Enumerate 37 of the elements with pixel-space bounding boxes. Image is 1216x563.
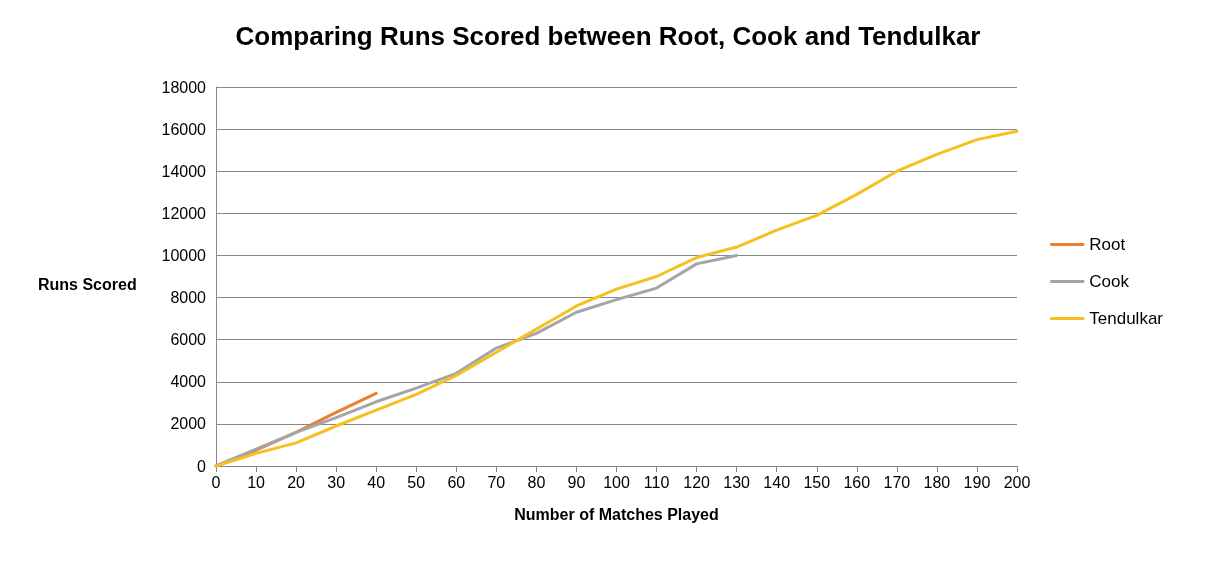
x-tick-label: 40 <box>367 473 386 491</box>
x-tick-label: 60 <box>447 473 466 491</box>
x-tick-label: 10 <box>247 473 266 491</box>
y-tick-label: 18000 <box>161 78 207 96</box>
legend-label: Root <box>1089 235 1126 254</box>
y-tick-label: 8000 <box>170 289 207 307</box>
x-tick-label: 30 <box>327 473 346 491</box>
y-tick-label: 16000 <box>161 120 207 138</box>
x-tick-label: 170 <box>883 473 911 491</box>
x-tick-label: 0 <box>211 473 221 491</box>
x-tick-label: 150 <box>803 473 831 491</box>
x-tick-label: 20 <box>287 473 306 491</box>
x-tick-label: 190 <box>963 473 991 491</box>
legend-label: Cook <box>1089 272 1130 291</box>
x-tick-label: 200 <box>1003 473 1031 491</box>
chart-title: Comparing Runs Scored between Root, Cook and Tendulkar <box>235 21 981 51</box>
x-axis-title: Number of Matches Played <box>514 505 719 523</box>
y-tick-label: 10000 <box>161 246 207 264</box>
x-tick-label: 80 <box>527 473 546 491</box>
x-tick-label: 180 <box>923 473 951 491</box>
x-tick-label: 130 <box>723 473 751 491</box>
y-tick-label: 12000 <box>161 204 207 222</box>
legend-label: Tendulkar <box>1089 309 1164 328</box>
y-tick-label: 2000 <box>170 415 207 433</box>
y-tick-label: 4000 <box>170 373 207 391</box>
x-tick-label: 120 <box>683 473 711 491</box>
x-tick-label: 70 <box>487 473 506 491</box>
x-tick-label: 100 <box>603 473 630 491</box>
y-tick-label: 14000 <box>161 162 207 180</box>
y-axis-title: Runs Scored <box>38 275 137 293</box>
x-tick-label: 160 <box>843 473 871 491</box>
x-tick-label: 110 <box>643 473 670 491</box>
x-tick-label: 140 <box>763 473 791 491</box>
y-tick-label: 0 <box>197 457 207 475</box>
x-tick-label: 50 <box>407 473 426 491</box>
y-tick-label: 6000 <box>170 331 207 349</box>
x-tick-label: 90 <box>567 473 586 491</box>
